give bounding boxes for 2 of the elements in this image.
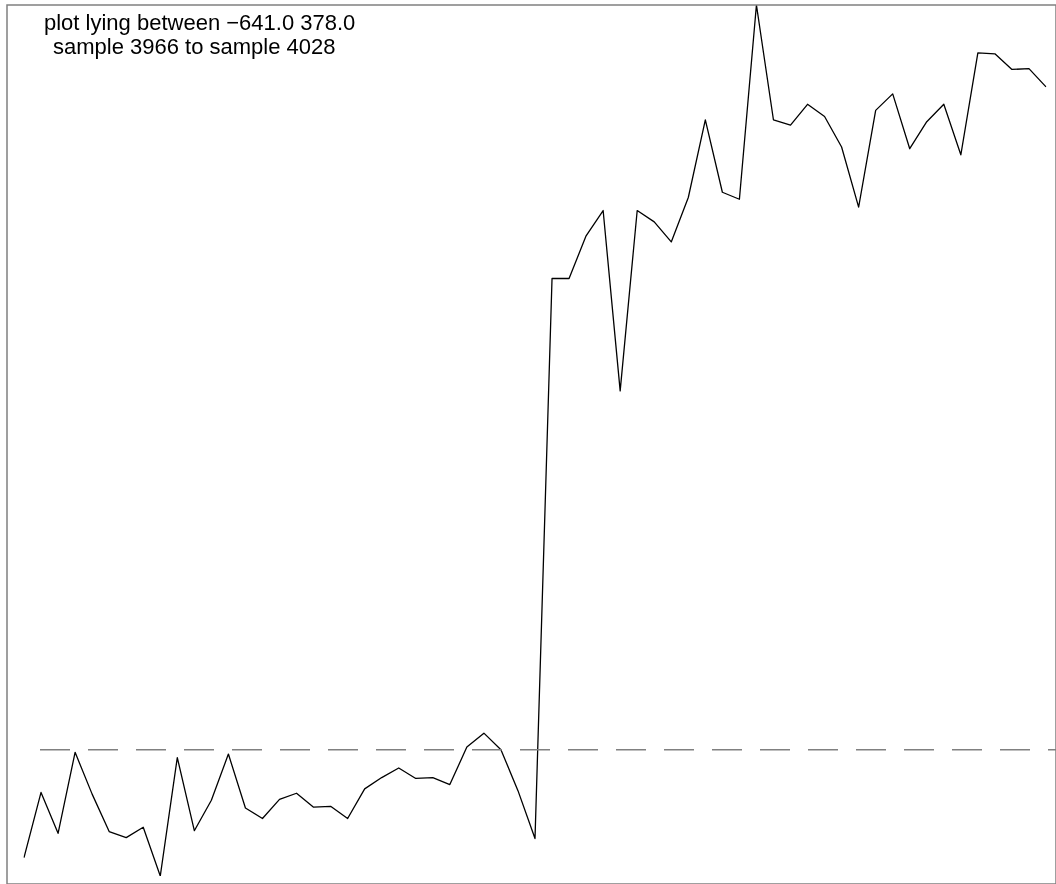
annotation: plot lying between −641.0 378.0	[44, 10, 356, 35]
annotation: sample 3966 to sample 4028	[53, 34, 336, 59]
